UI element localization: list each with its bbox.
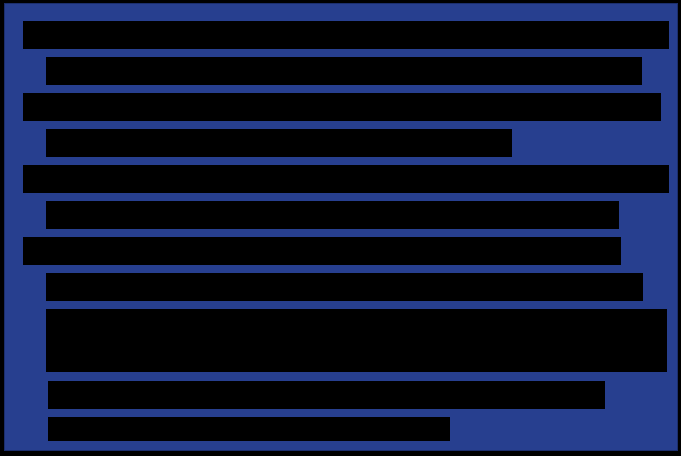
redacted-row-7 (23, 237, 621, 265)
redacted-row-8 (46, 273, 643, 301)
redacted-row-9 (46, 309, 667, 372)
redacted-row-5 (23, 165, 669, 193)
redacted-row-6 (46, 201, 619, 229)
redacted-row-2 (46, 57, 642, 85)
redacted-panel (4, 3, 678, 451)
redacted-row-10 (48, 381, 605, 409)
redacted-row-3 (23, 93, 661, 121)
redacted-row-4 (46, 129, 512, 157)
redacted-row-1 (23, 21, 669, 49)
redacted-row-11 (48, 417, 450, 441)
